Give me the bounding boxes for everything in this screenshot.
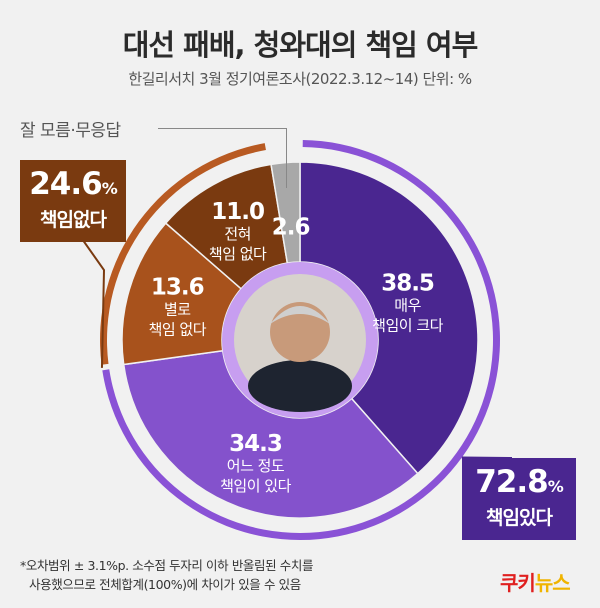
negative-total-unit: % <box>101 179 118 198</box>
brand-logo-part-1: 쿠키 <box>500 571 536 595</box>
portrait-face <box>270 302 330 362</box>
dont-know-leader-line <box>158 128 286 129</box>
dont-know-label: 잘 모름·무응답 <box>20 121 121 141</box>
dont-know-leader-line-vertical <box>286 128 287 188</box>
slice-value-0: 38.5 <box>381 270 434 296</box>
slice-label-0-1: 책임이 크다 <box>372 316 443 334</box>
slice-value-3: 11.0 <box>211 199 264 225</box>
slice-value-2: 13.6 <box>151 275 204 301</box>
portrait-suit <box>248 360 352 412</box>
slice-label-0-0: 매우 <box>394 296 421 314</box>
chart-subtitle: 한길리서치 3월 정기여론조사(2022.3.12~14) 단위: % <box>128 70 472 88</box>
positive-total-box: 72.8% 책임있다 <box>462 458 576 540</box>
brand-logo-part-2: 뉴스 <box>534 571 571 595</box>
positive-total-label: 책임있다 <box>486 507 553 529</box>
portrait-hair <box>270 306 330 324</box>
slice-label-3-1: 책임 없다 <box>209 245 267 263</box>
slice-label-2-1: 책임 없다 <box>149 321 207 339</box>
brand-logo: 쿠키뉴스 <box>500 567 571 596</box>
outer-ring-segment-2 <box>270 140 298 150</box>
positive-total-unit: % <box>547 477 564 496</box>
negative-total-label: 책임없다 <box>40 209 107 231</box>
slice-value-4: 2.6 <box>272 214 310 240</box>
negative-leader-line <box>79 235 106 368</box>
footnote-line-1: *오차범위 ± 3.1%p. 소수점 두자리 이하 반올림된 수치를 <box>20 558 314 573</box>
positive-total-value: 72.8 <box>475 464 548 500</box>
slice-label-1-1: 책임이 있다 <box>220 477 291 495</box>
slice-label-1-0: 어느 정도 <box>227 457 285 475</box>
slice-label-3-0: 전혀 <box>224 225 251 243</box>
slice-value-1: 34.3 <box>229 431 282 457</box>
footnote: *오차범위 ± 3.1%p. 소수점 두자리 이하 반올림된 수치를 사용했으므… <box>20 556 314 594</box>
negative-total-value: 24.6 <box>29 166 102 202</box>
negative-total-box: 24.6% 책임없다 <box>20 160 126 242</box>
footnote-line-2: 사용했으므로 전체합계(100%)에 차이가 있을 수 있음 <box>29 577 301 592</box>
slice-label-2-0: 별로 <box>164 301 191 319</box>
chart-title: 대선 패배, 청와대의 책임 여부 <box>122 28 479 62</box>
